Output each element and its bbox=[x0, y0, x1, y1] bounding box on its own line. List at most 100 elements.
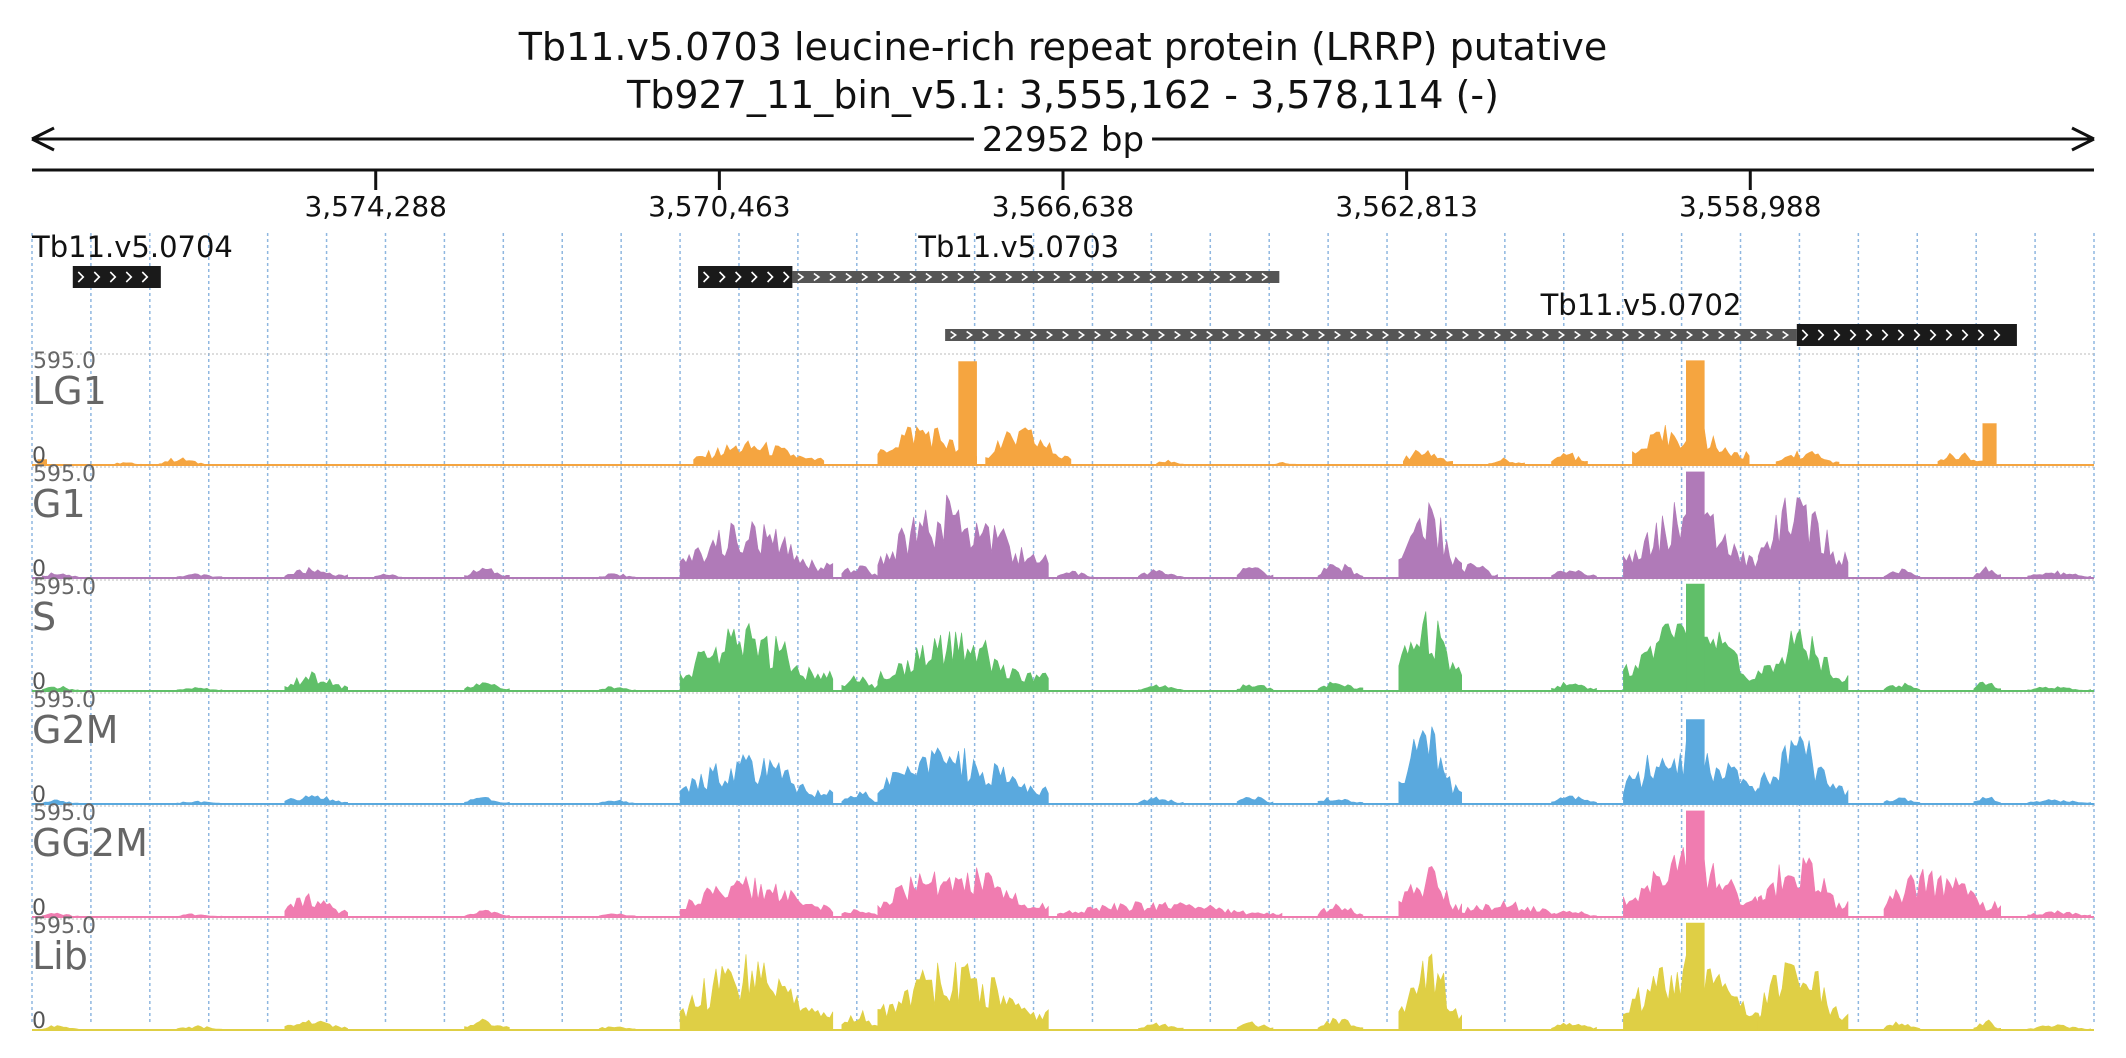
axis-tick-label: 3,570,463 bbox=[648, 190, 791, 223]
strand-chevron bbox=[1110, 330, 1118, 340]
strand-chevron bbox=[1782, 330, 1790, 340]
track-name: G2M bbox=[32, 708, 118, 752]
strand-chevron bbox=[1606, 330, 1614, 340]
coverage-peak bbox=[1973, 796, 2001, 805]
strand-chevron bbox=[1149, 272, 1157, 282]
track-name: Lib bbox=[32, 934, 88, 978]
track-name: S bbox=[32, 595, 56, 639]
coverage-peak bbox=[1757, 857, 1849, 918]
coverage-peak bbox=[1488, 457, 1525, 466]
coverage-peak bbox=[1236, 1021, 1274, 1031]
strand-chevron bbox=[1897, 329, 1905, 341]
coverage-peak bbox=[1398, 953, 1462, 1031]
strand-chevron bbox=[1398, 330, 1406, 340]
strand-chevron bbox=[1526, 330, 1534, 340]
track-ymin-label: 0 bbox=[32, 557, 46, 582]
coverage-peak bbox=[1551, 681, 1597, 692]
coverage-peak bbox=[176, 1025, 223, 1031]
coverage-peak bbox=[1403, 449, 1453, 466]
strand-chevron bbox=[1133, 272, 1141, 282]
genome-axis: 3,574,288 3,570,463 3,566,638 3,562,813 3,55… bbox=[32, 168, 2094, 223]
coverage-tracks: 595.0LG10595.0G10595.0S0595.0G2M0595.0GG… bbox=[32, 349, 2094, 1034]
strand-chevron bbox=[1302, 330, 1310, 340]
strand-chevron bbox=[813, 272, 821, 282]
strand-chevron bbox=[1977, 329, 1985, 341]
strand-chevron bbox=[1750, 330, 1758, 340]
span-arrowhead-left bbox=[31, 126, 55, 152]
strand-chevron bbox=[1638, 330, 1646, 340]
coverage-peak bbox=[1236, 567, 1274, 579]
track-s: 595.0S 0 bbox=[32, 575, 2094, 695]
strand-chevron bbox=[93, 271, 101, 283]
strand-chevron bbox=[1686, 330, 1694, 340]
strand-chevron bbox=[703, 271, 710, 283]
gene-tb11-v5-0702: Tb11.v5.0702 bbox=[945, 288, 2017, 346]
strand-chevron bbox=[1222, 330, 1230, 340]
strand-chevron bbox=[1574, 330, 1582, 340]
strand-chevron bbox=[1734, 330, 1742, 340]
strand-chevron bbox=[989, 272, 997, 282]
strand-chevron bbox=[109, 271, 117, 283]
strand-chevron bbox=[125, 271, 133, 283]
strand-chevron bbox=[877, 272, 885, 282]
coverage-peak bbox=[679, 753, 834, 805]
strand-chevron bbox=[1165, 272, 1173, 282]
coverage-peak bbox=[464, 909, 510, 918]
track-ymin-label: 0 bbox=[32, 783, 46, 808]
coverage-peak bbox=[158, 457, 205, 466]
coverage-peak bbox=[41, 1025, 79, 1031]
coverage-peak bbox=[1398, 866, 1462, 918]
coverage-peak bbox=[41, 685, 79, 692]
coverage-peak bbox=[693, 440, 825, 466]
span-label: 22952 bp bbox=[982, 120, 1144, 160]
chart-subtitle: Tb927_11_bin_v5.1: 3,555,162 - 3,578,114… bbox=[626, 73, 1499, 117]
strand-chevron bbox=[1542, 330, 1550, 340]
coverage-peak bbox=[679, 520, 834, 579]
strand-chevron bbox=[1913, 329, 1921, 341]
axis-tick-label: 3,558,988 bbox=[1679, 190, 1822, 223]
strand-chevron bbox=[966, 330, 974, 340]
coverage-peak bbox=[1452, 562, 1498, 579]
strand-chevron bbox=[1142, 330, 1150, 340]
coverage-peak bbox=[176, 913, 223, 918]
strand-chevron bbox=[1446, 330, 1454, 340]
coverage-peak bbox=[1138, 569, 1184, 579]
coverage-peak bbox=[1236, 684, 1274, 692]
strand-chevron bbox=[1245, 272, 1253, 282]
coverage-peak bbox=[374, 573, 402, 579]
coverage-peak bbox=[464, 682, 510, 692]
coverage-peak bbox=[679, 622, 834, 692]
strand-chevron bbox=[1197, 272, 1205, 282]
strand-chevron bbox=[1101, 272, 1109, 282]
strand-chevron bbox=[845, 272, 853, 282]
strand-chevron bbox=[1849, 329, 1857, 341]
gene-tb11-v5-0704: Tb11.v5.0704 bbox=[31, 230, 233, 288]
strand-chevron bbox=[767, 271, 774, 283]
track-ymax-label: 595.0 bbox=[33, 575, 96, 600]
coverage-peak bbox=[1757, 628, 1849, 692]
coverage-peak bbox=[598, 573, 636, 579]
strand-chevron bbox=[1005, 272, 1013, 282]
coverage-peak bbox=[2027, 686, 2091, 692]
strand-chevron bbox=[1670, 330, 1678, 340]
strand-chevron bbox=[735, 271, 742, 283]
coverage-peak bbox=[41, 572, 79, 579]
track-ymax-label: 595.0 bbox=[33, 688, 96, 713]
strand-chevron bbox=[1094, 330, 1102, 340]
gene-label: Tb11.v5.0704 bbox=[31, 230, 233, 264]
coverage-peak bbox=[176, 573, 223, 579]
strand-chevron bbox=[957, 272, 965, 282]
strand-chevron bbox=[1037, 272, 1045, 282]
coverage-peak bbox=[1686, 810, 1705, 918]
strand-chevron bbox=[1318, 330, 1326, 340]
coverage-peak bbox=[1057, 570, 1094, 579]
coverage-peak bbox=[1686, 360, 1705, 466]
coverage-peak bbox=[1686, 719, 1705, 805]
coverage-peak bbox=[2027, 570, 2091, 579]
strand-chevron bbox=[909, 272, 917, 282]
coverage-peak bbox=[1551, 452, 1588, 466]
strand-chevron bbox=[1030, 330, 1038, 340]
axis-tick-label: 3,562,813 bbox=[1335, 190, 1478, 223]
